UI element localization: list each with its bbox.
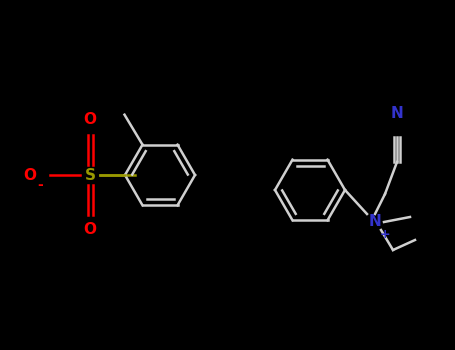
- Text: S: S: [85, 168, 96, 182]
- Text: N: N: [391, 106, 404, 121]
- Text: O: O: [84, 223, 96, 238]
- Text: O: O: [84, 112, 96, 127]
- Text: N: N: [369, 215, 381, 230]
- Text: -: -: [37, 178, 43, 192]
- Text: O: O: [24, 168, 36, 182]
- Text: +: +: [379, 228, 390, 240]
